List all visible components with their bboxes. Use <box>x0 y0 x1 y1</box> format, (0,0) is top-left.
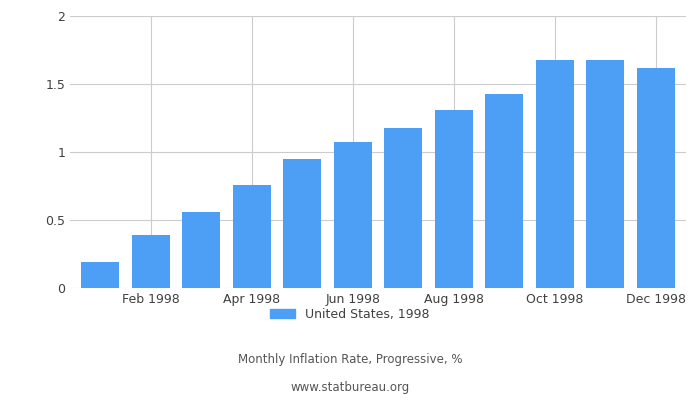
Bar <box>233 185 271 288</box>
Bar <box>384 128 422 288</box>
Bar <box>182 212 220 288</box>
Text: Monthly Inflation Rate, Progressive, %: Monthly Inflation Rate, Progressive, % <box>238 354 462 366</box>
Legend: United States, 1998: United States, 1998 <box>265 303 435 326</box>
Bar <box>81 262 119 288</box>
Bar <box>536 60 574 288</box>
Bar <box>485 94 523 288</box>
Bar <box>132 235 169 288</box>
Bar <box>587 60 624 288</box>
Bar <box>334 142 372 288</box>
Bar <box>435 110 472 288</box>
Bar <box>637 68 675 288</box>
Bar <box>284 159 321 288</box>
Text: www.statbureau.org: www.statbureau.org <box>290 382 410 394</box>
